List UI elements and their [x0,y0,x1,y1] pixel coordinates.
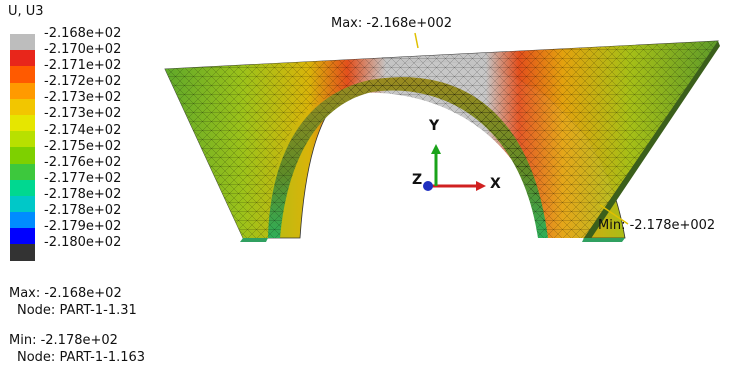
legend-label: -2.177e+02 [44,170,122,186]
legend-swatch [10,131,35,148]
legend-label: -2.173e+02 [44,106,122,122]
legend-color-bar [10,34,35,261]
legend-swatch [10,50,35,67]
legend-label: -2.168e+02 [44,26,122,41]
legend-swatch [10,244,35,261]
legend-swatch [10,179,35,196]
legend-swatch [10,98,35,115]
min-annotation: Min: -2.178e+002 [598,218,716,233]
triad-z-label: Z [412,172,423,188]
legend-label: -2.178e+02 [44,186,122,202]
legend-swatch [10,114,35,132]
max-info: Max: -2.168e+02 Node: PART-1-1.31 [9,285,137,319]
legend-swatch [10,34,35,51]
legend-label: -2.172e+02 [44,74,122,90]
legend-label: -2.176e+02 [44,154,122,170]
legend-label: -2.171e+02 [44,58,122,74]
max-node: Node: PART-1-1.31 [17,303,137,318]
max-value: Max: -2.168e+02 [9,286,122,301]
legend-label: -2.180e+02 [44,235,122,251]
triad-x-label: X [490,176,501,192]
legend-label: -2.174e+02 [44,122,122,138]
min-info: Min: -2.178e+02 Node: PART-1-1.163 [9,332,145,366]
max-annotation: Max: -2.168e+002 [331,16,452,31]
min-node: Node: PART-1-1.163 [17,350,146,365]
legend-swatch [10,228,35,245]
legend-label: -2.179e+02 [44,219,122,235]
legend-swatch [10,147,35,164]
legend-swatch [10,212,35,229]
legend-label: -2.178e+02 [44,203,122,219]
orientation-triad [423,144,486,191]
legend-title: U, U3 [8,4,44,19]
triad-y-label: Y [429,118,440,134]
legend-swatch [10,66,35,83]
legend-label: -2.170e+02 [44,42,122,58]
legend-labels: -2.168e+02 -2.170e+02 -2.171e+02 -2.172e… [44,26,121,251]
legend-label: -2.173e+02 [44,90,122,106]
legend-swatch [10,195,35,213]
legend-label: -2.175e+02 [44,138,122,154]
legend-swatch [10,82,35,99]
min-value: Min: -2.178e+02 [9,333,118,348]
legend-swatch [10,163,35,180]
